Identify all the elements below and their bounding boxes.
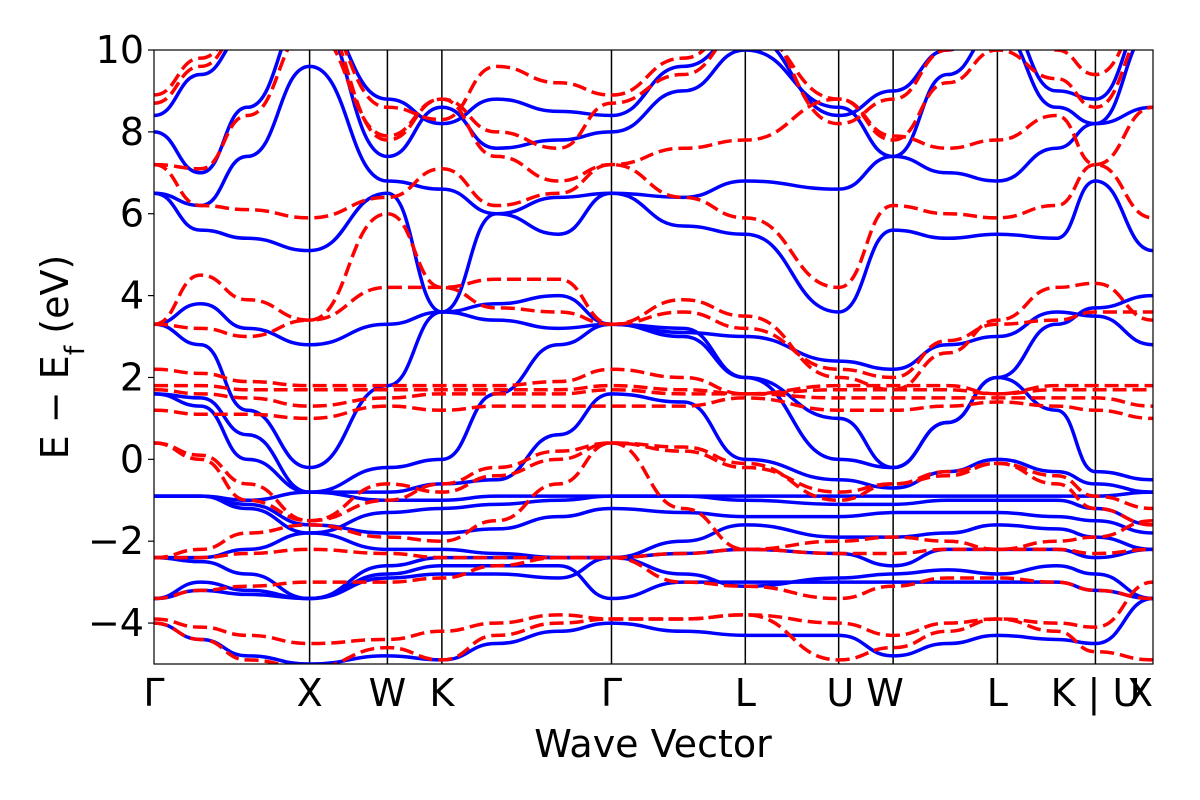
dashed-band-14 [154, 50, 1153, 183]
solid-band-4 [154, 523, 1153, 560]
y-axis-title: E − Ef (eV) [33, 255, 91, 460]
dashed-band-13 [154, 162, 1153, 290]
solid-band-15 [154, 50, 1128, 126]
dashed-band-1 [154, 580, 1153, 646]
solid-band-8 [154, 392, 1153, 494]
y-tick-label: 6 [120, 192, 144, 236]
dashed-band-4 [154, 441, 1153, 560]
dashed-band-10 [154, 367, 1153, 396]
solid-band-10 [154, 293, 1153, 372]
solid-band-14 [154, 50, 1136, 175]
y-axis-title-unit: (eV) [33, 255, 77, 346]
x-tick-label: Γ [143, 671, 164, 715]
solid-band-0 [154, 596, 1153, 664]
solid-band-6 [154, 494, 1153, 535]
x-tick-label: L [987, 671, 1008, 715]
dashed-band-12 [154, 211, 1153, 380]
dashed-band-8 [154, 387, 1153, 408]
dashed-band-7 [154, 396, 1153, 421]
x-axis-title: Wave Vector [534, 722, 772, 766]
x-tick-label: K | U [1051, 671, 1141, 716]
y-axis-title-subscript: f [60, 344, 91, 355]
bands-group [154, 50, 1153, 664]
high-symmetry-lines [308, 50, 1097, 664]
y-tick-label: 8 [120, 110, 144, 154]
y-tick-label: −4 [88, 601, 144, 645]
dashed-band-3 [154, 547, 1153, 560]
y-tick-label: 10 [96, 28, 144, 72]
x-tick-label: L [735, 671, 756, 715]
solid-band-11 [154, 293, 1153, 470]
y-tick-label: 2 [120, 355, 144, 399]
solid-band-12 [154, 179, 1153, 314]
dashed-band-6 [154, 441, 1153, 527]
x-tick-label: U W [826, 671, 903, 715]
x-tick-label: W [369, 671, 407, 715]
x-tick-label: K [429, 671, 455, 715]
y-axis-title-main: E − E [33, 355, 77, 459]
x-tick-label: X [1127, 671, 1153, 715]
x-tick-label: Γ [601, 671, 622, 715]
y-tick-label: −2 [88, 519, 144, 563]
y-axis-ticks: −4 −2 0 2 4 6 8 10 [88, 28, 154, 645]
plot-frame [153, 49, 1154, 665]
dashed-band-15 [154, 50, 1133, 150]
dashed-band-2 [154, 555, 1153, 601]
solid-band-13 [154, 64, 1153, 216]
dashed-band-5 [154, 441, 1153, 523]
dashed-band-0 [154, 613, 1153, 664]
x-tick-label: X [297, 671, 323, 715]
y-tick-label: 4 [120, 274, 144, 318]
y-tick-label: 0 [120, 437, 144, 481]
